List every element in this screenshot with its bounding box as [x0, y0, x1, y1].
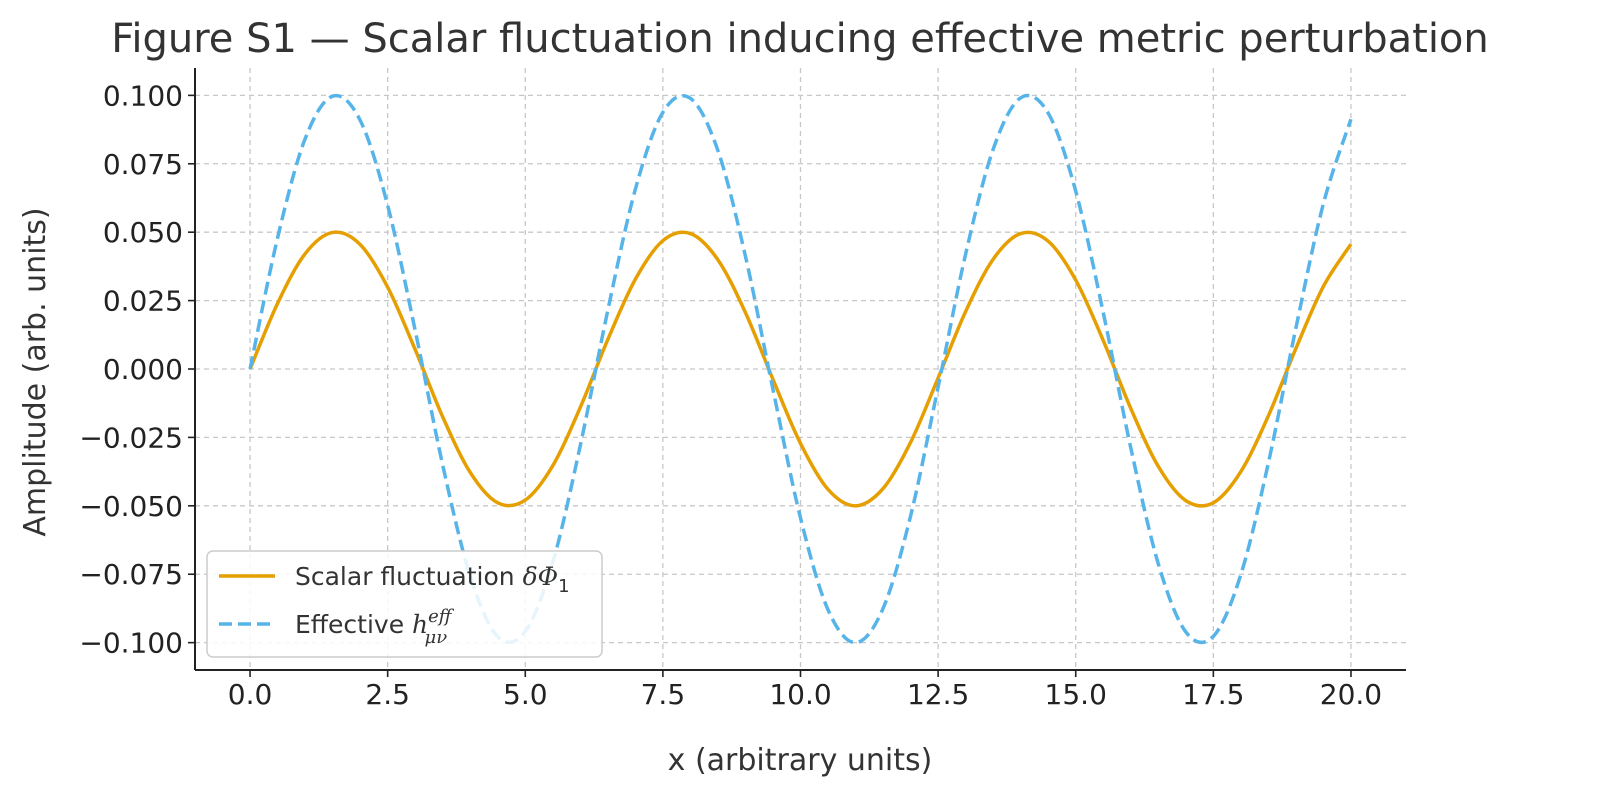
y-tick-label: −0.025	[79, 421, 183, 454]
x-tick-label: 5.0	[503, 678, 548, 711]
x-tick-label: 10.0	[769, 678, 831, 711]
series-group	[248, 93, 1353, 645]
series-line-1	[248, 230, 1353, 508]
chart-title: Figure S1 — Scalar fluctuation inducing …	[111, 16, 1489, 62]
x-tick-label: 20.0	[1320, 678, 1382, 711]
ticks: 0.0 2.5 5.0 7.5 10.0 12.5 15.0 17.5 20.0 0.100 0.0…	[79, 79, 1382, 711]
x-tick-label: 0.0	[228, 678, 273, 711]
x-tick-label: 17.5	[1182, 678, 1244, 711]
y-tick-label: 0.000	[103, 353, 183, 386]
series-line-2	[248, 93, 1353, 645]
y-tick-label: −0.050	[79, 490, 183, 523]
x-axis-label: x (arbitrary units)	[668, 743, 933, 778]
x-tick-label: 12.5	[907, 678, 969, 711]
y-tick-label: 0.075	[103, 148, 183, 181]
legend-label-1: Scalar fluctuation δΦ1	[295, 562, 570, 597]
x-tick-label: 15.0	[1045, 678, 1107, 711]
y-tick-label: 0.025	[103, 285, 183, 318]
legend: Scalar fluctuation δΦ1 Effective heff μν	[206, 550, 603, 658]
legend-label-text: Scalar fluctuation	[295, 562, 523, 591]
legend-label-math: δΦ	[523, 562, 559, 591]
x-tick-label: 7.5	[641, 678, 686, 711]
y-tick-label: 0.050	[103, 216, 183, 249]
legend-label-sup: eff	[428, 606, 455, 627]
y-tick-label: −0.100	[79, 627, 183, 660]
legend-label-math: h	[412, 610, 428, 639]
legend-label-sub: 1	[558, 576, 569, 597]
y-tick-label: 0.100	[103, 79, 183, 112]
y-axis-label: Amplitude (arb. units)	[18, 207, 53, 536]
legend-box	[206, 550, 603, 658]
y-tick-label: −0.075	[79, 558, 183, 591]
legend-label-text: Effective	[295, 610, 412, 639]
legend-label-sub: μν	[425, 627, 448, 648]
legend-label-2: Effective heff μν	[295, 606, 455, 648]
x-tick-label: 2.5	[365, 678, 410, 711]
